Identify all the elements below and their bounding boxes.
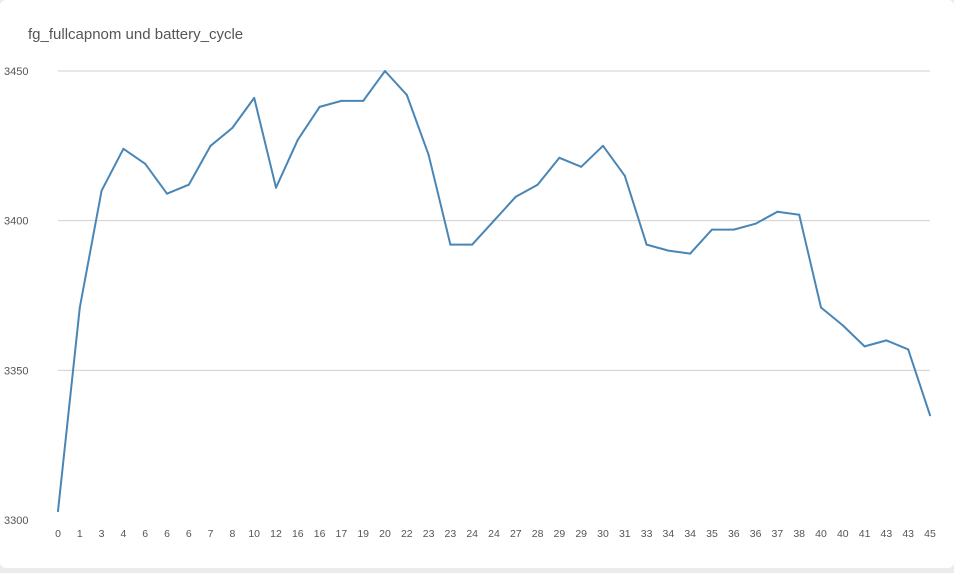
x-tick-label: 12 — [270, 528, 282, 540]
data-point — [340, 99, 343, 102]
x-tick-label: 33 — [641, 528, 653, 540]
data-point — [318, 105, 321, 108]
data-point — [841, 324, 844, 327]
data-point — [754, 222, 757, 225]
y-tick-label: 3450 — [4, 66, 28, 78]
data-point — [427, 153, 430, 156]
y-tick-label: 3300 — [4, 515, 28, 527]
x-tick-label: 36 — [728, 528, 740, 540]
x-tick-label: 27 — [510, 528, 522, 540]
data-point — [144, 162, 147, 165]
data-point — [667, 249, 670, 252]
x-tick-label: 34 — [684, 528, 696, 540]
x-tick-label: 4 — [120, 528, 126, 540]
x-tick-label: 8 — [229, 528, 235, 540]
data-point — [296, 138, 299, 141]
x-tick-label: 16 — [314, 528, 326, 540]
y-tick-label: 3350 — [4, 365, 28, 377]
data-point — [405, 93, 408, 96]
x-tick-label: 45 — [924, 528, 936, 540]
x-tick-label: 28 — [532, 528, 544, 540]
data-point — [580, 165, 583, 168]
data-point — [798, 213, 801, 216]
x-tick-label: 41 — [859, 528, 871, 540]
data-point — [645, 243, 648, 246]
x-tick-label: 40 — [837, 528, 849, 540]
data-point — [907, 348, 910, 351]
x-tick-label: 31 — [619, 528, 631, 540]
x-tick-label: 6 — [164, 528, 170, 540]
data-point — [362, 99, 365, 102]
series-line — [57, 70, 931, 512]
x-tick-label: 38 — [793, 528, 805, 540]
data-point — [166, 192, 168, 195]
data-point — [122, 147, 125, 150]
x-tick-label: 1 — [77, 528, 83, 540]
data-point — [493, 219, 495, 222]
x-tick-label: 34 — [663, 528, 675, 540]
data-point — [711, 228, 713, 231]
data-point — [253, 96, 256, 99]
x-tick-label: 29 — [554, 528, 566, 540]
x-tick-label: 40 — [815, 528, 827, 540]
y-tick-labels: 3300 3350 3400 3450 — [4, 66, 28, 527]
x-tick-label: 19 — [357, 528, 369, 540]
data-point — [100, 189, 103, 192]
data-point — [776, 210, 779, 213]
data-point — [732, 228, 735, 231]
data-point — [514, 195, 517, 198]
x-tick-label: 22 — [401, 528, 413, 540]
data-point — [885, 339, 888, 342]
data-point — [384, 70, 386, 72]
x-tick-label: 37 — [772, 528, 784, 540]
data-point — [449, 243, 452, 246]
data-point — [929, 414, 931, 417]
x-tick-label: 6 — [186, 528, 192, 540]
data-point — [78, 306, 81, 309]
x-tick-label: 43 — [902, 528, 914, 540]
x-tick-label: 23 — [423, 528, 435, 540]
data-point — [187, 183, 190, 186]
data-point — [536, 183, 539, 186]
chart-title: fg_fullcapnom und battery_cycle — [28, 26, 244, 43]
x-tick-label: 29 — [575, 528, 587, 540]
x-tick-label: 7 — [208, 528, 214, 540]
data-point — [471, 243, 474, 246]
data-point — [623, 174, 626, 177]
x-tick-label: 17 — [336, 528, 348, 540]
x-tick-label: 24 — [466, 528, 478, 540]
x-tick-label: 6 — [142, 528, 148, 540]
x-tick-label: 30 — [597, 528, 609, 540]
x-tick-label: 16 — [292, 528, 304, 540]
x-tick-label: 36 — [750, 528, 762, 540]
x-tick-label: 35 — [706, 528, 718, 540]
data-point — [558, 156, 561, 159]
data-point — [275, 186, 277, 189]
x-tick-label: 23 — [445, 528, 457, 540]
x-tick-labels: 0 1 3 4 6 6 6 7 8 10 12 16 16 17 19 20 22 23 23 24 24 27 28 29 2… — [55, 528, 936, 540]
x-tick-label: 20 — [379, 528, 391, 540]
x-tick-label: 24 — [488, 528, 500, 540]
x-tick-label: 0 — [55, 528, 61, 540]
data-point — [57, 510, 59, 513]
data-point — [820, 306, 822, 309]
x-tick-label: 10 — [248, 528, 260, 540]
data-point — [209, 144, 212, 147]
y-tick-label: 3400 — [4, 216, 28, 228]
data-point — [602, 144, 604, 147]
data-point — [689, 252, 692, 255]
series-group — [57, 70, 931, 513]
data-point — [863, 345, 866, 348]
x-tick-label: 43 — [881, 528, 893, 540]
x-tick-label: 3 — [99, 528, 105, 540]
data-point — [231, 126, 234, 129]
